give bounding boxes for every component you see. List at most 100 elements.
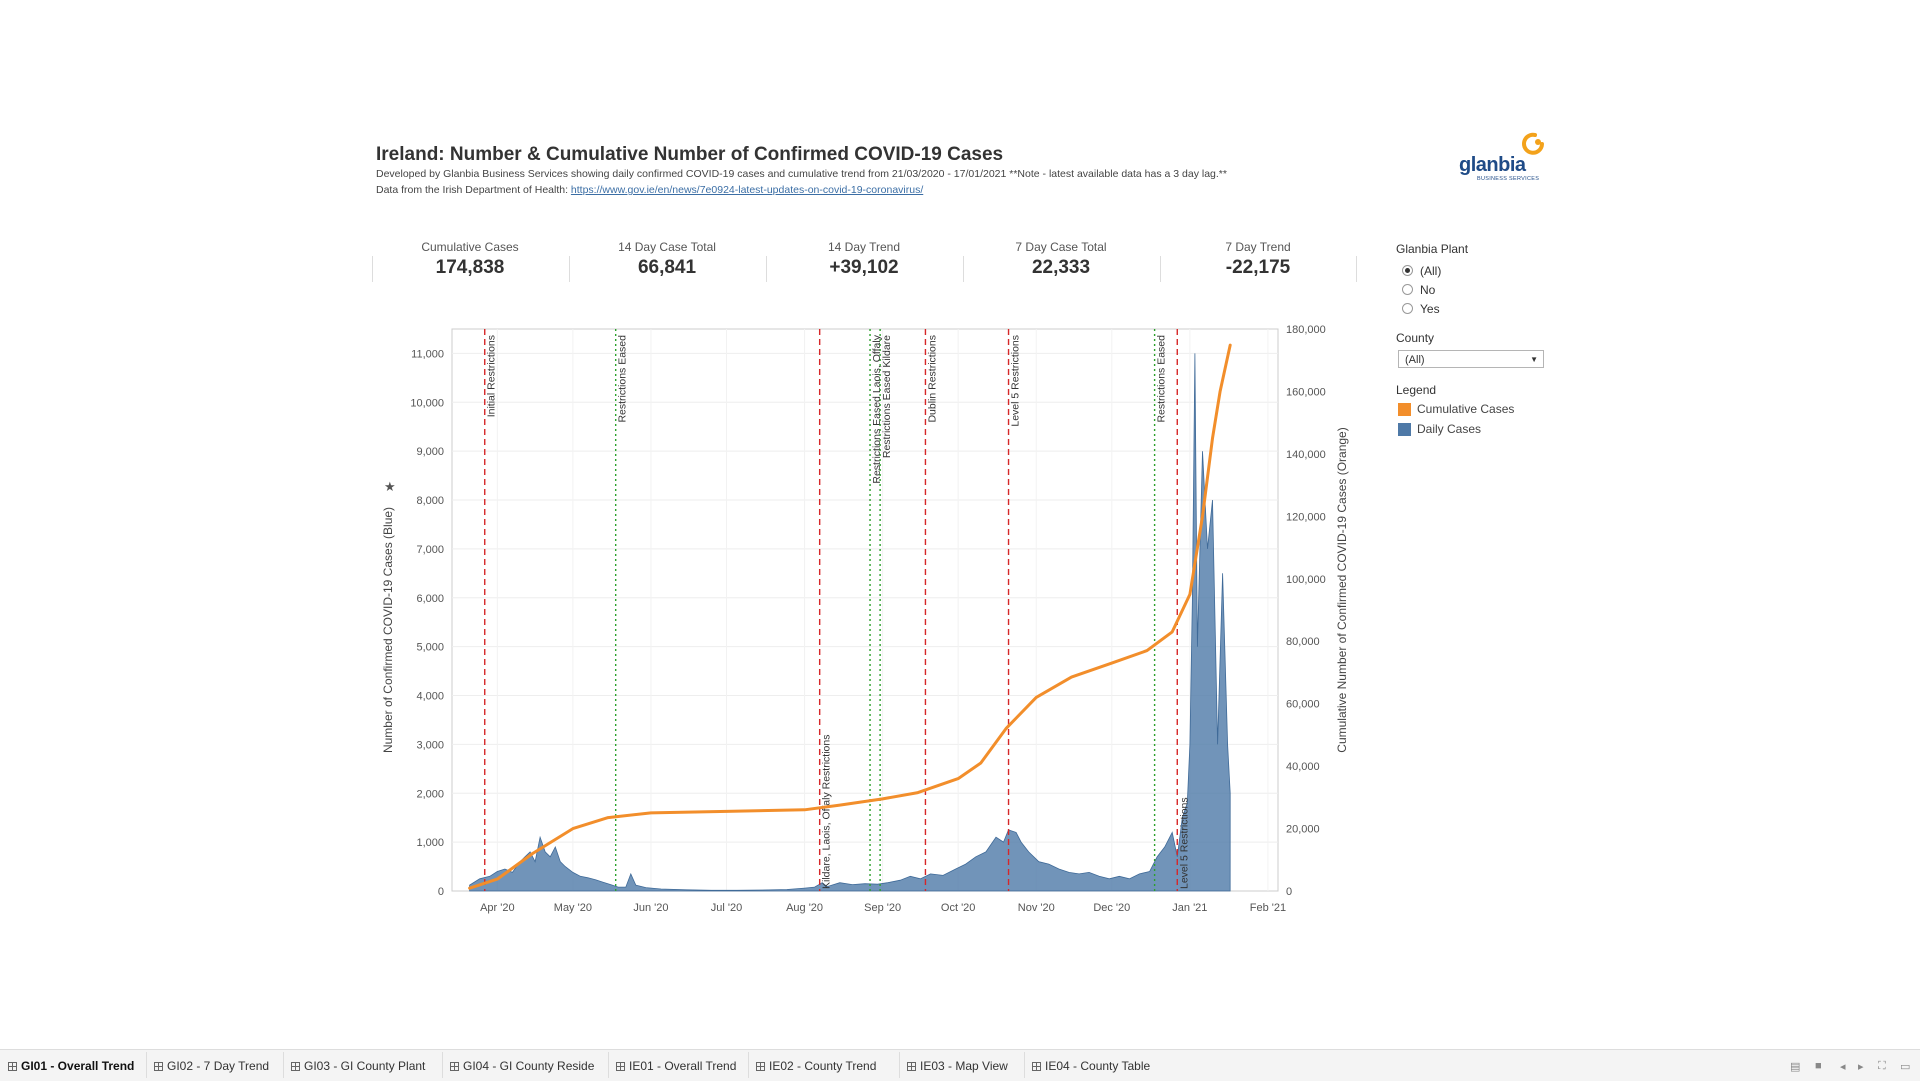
event-label: Level 5 Restrictions (1178, 797, 1190, 889)
kpi-divider (569, 256, 570, 282)
tab-separator (442, 1052, 443, 1078)
sheet-tab[interactable]: IE04 - County Table (1032, 1055, 1150, 1077)
glanbia-logo: glanbia BUSINESS SERVICES (1455, 132, 1545, 188)
kpi-card: Cumulative Cases 174,838 (372, 240, 568, 279)
sheet-tab[interactable]: GI02 - 7 Day Trend (154, 1055, 269, 1077)
kpi-divider (372, 256, 373, 282)
sheet-grid-icon (291, 1062, 300, 1071)
radio-label: Yes (1420, 301, 1440, 316)
kpi-label: 7 Day Trend (1225, 240, 1291, 254)
source-prefix: Data from the Irish Department of Health… (376, 184, 571, 196)
sheet-grid-icon (8, 1062, 17, 1071)
county-label: County (1396, 331, 1435, 345)
radio-plant-no[interactable]: No (1402, 280, 1441, 299)
logo-subtext: BUSINESS SERVICES (1477, 176, 1540, 182)
radio-dot-icon (1402, 265, 1413, 276)
y-left-tick-label: 1,000 (416, 837, 444, 849)
prev-icon[interactable]: ◂ (1840, 1061, 1846, 1073)
sheet-tab-label: GI02 - 7 Day Trend (167, 1059, 270, 1073)
legend-text: Cumulative Cases (1417, 402, 1515, 416)
y-right-tick-label: 100,000 (1286, 574, 1326, 586)
sheet-tab[interactable]: GI01 - Overall Trend (8, 1055, 134, 1077)
y-right-tick-label: 140,000 (1286, 449, 1326, 461)
x-tick-label: Oct '20 (941, 902, 976, 914)
event-label: Dublin Restrictions (926, 335, 938, 423)
radio-label: (All) (1420, 263, 1442, 278)
y-right-tick-label: 120,000 (1286, 511, 1326, 523)
sheet-tab-label: GI04 - GI County Reside (463, 1059, 595, 1073)
y-right-tick-label: 80,000 (1286, 636, 1320, 648)
next-icon[interactable]: ▸ (1858, 1061, 1864, 1073)
source-link[interactable]: https://www.gov.ie/en/news/7e0924-latest… (570, 184, 924, 196)
y-left-tick-label: 5,000 (416, 642, 444, 654)
event-label: Restrictions Eased Kildare (881, 335, 893, 458)
sheet-tab-label: IE02 - County Trend (769, 1059, 877, 1073)
x-tick-label: Sep '20 (864, 902, 901, 914)
subtitle-description: Developed by Glanbia Business Services s… (376, 168, 1227, 180)
y-left-tick-label: 4,000 (416, 691, 444, 703)
y-right-tick-label: 0 (1286, 886, 1292, 898)
x-tick-label: Apr '20 (480, 902, 515, 914)
tab-separator (1024, 1052, 1025, 1078)
sheet-tab[interactable]: IE03 - Map View (907, 1055, 1008, 1077)
sheet-tab-label: GI03 - GI County Plant (304, 1059, 426, 1073)
chevron-down-icon: ▼ (1530, 355, 1538, 364)
y-left-tick-label: 11,000 (411, 348, 444, 360)
fullscreen-icon[interactable]: ⛶ (1878, 1060, 1886, 1072)
y-right-tick-label: 160,000 (1286, 386, 1326, 398)
kpi-card: 7 Day Trend -22,175 (1160, 240, 1356, 279)
sheet-tab-label: IE04 - County Table (1045, 1059, 1151, 1073)
tab-separator (899, 1052, 900, 1078)
kpi-value: 66,841 (637, 257, 697, 278)
county-value: (All) (1405, 354, 1425, 366)
y-right-axis-title: Cumulative Number of Confirmed COVID-19 … (1335, 427, 1349, 752)
sheet-tab[interactable]: IE01 - Overall Trend (616, 1055, 736, 1077)
tab-separator (608, 1052, 609, 1078)
y-left-tick-label: 0 (438, 886, 444, 898)
y-right-tick-label: 40,000 (1286, 761, 1320, 773)
cumulative-cases-line (468, 343, 1232, 890)
kpi-card: 14 Day Trend +39,102 (766, 240, 962, 279)
logo-mark-icon (1522, 132, 1544, 155)
event-label: Kildare, Laois, Offaly Restrictions (821, 735, 833, 889)
x-tick-label: Jun '20 (633, 902, 668, 914)
sheet-grid-icon (450, 1062, 459, 1071)
legend-item-daily[interactable]: Daily Cases (1398, 419, 1514, 439)
sheet-tab-bar (0, 1049, 1920, 1081)
county-dropdown[interactable]: (All) ▼ (1398, 350, 1544, 368)
event-label: Restrictions Eased (617, 335, 629, 423)
radio-label: No (1420, 282, 1436, 297)
radio-plant-all[interactable]: (All) (1402, 261, 1441, 280)
event-label: Restrictions Eased (1156, 335, 1168, 423)
y-left-tick-label: 8,000 (416, 495, 444, 507)
sheet-tab-label: IE01 - Overall Trend (629, 1059, 737, 1073)
radio-plant-yes[interactable]: Yes (1402, 299, 1441, 318)
y-left-tick-label: 6,000 (416, 593, 444, 605)
kpi-value: 174,838 (435, 257, 505, 278)
daily-cases-area (469, 353, 1231, 892)
kpi-value: 22,333 (1031, 257, 1091, 278)
kpi-label: 14 Day Trend (827, 240, 901, 254)
tab-separator (146, 1052, 147, 1078)
radio-dot-icon (1402, 284, 1413, 295)
kpi-divider (963, 256, 964, 282)
subtitle-source: Data from the Irish Department of Health… (376, 184, 923, 196)
grid-view-icon[interactable]: ▤ (1790, 1061, 1801, 1073)
kpi-card: 7 Day Case Total 22,333 (963, 240, 1159, 279)
sheet-grid-icon (154, 1062, 163, 1071)
present-icon[interactable]: ▭ (1900, 1061, 1911, 1073)
sheet-tab[interactable]: GI03 - GI County Plant (291, 1055, 425, 1077)
sheet-tab[interactable]: IE02 - County Trend (756, 1055, 876, 1077)
page-title: Ireland: Number & Cumulative Number of C… (376, 144, 1004, 165)
legend-item-cumulative[interactable]: Cumulative Cases (1398, 399, 1514, 419)
legend: Cumulative Cases Daily Cases (1398, 399, 1514, 439)
tab-separator (283, 1052, 284, 1078)
x-tick-label: Nov '20 (1018, 902, 1055, 914)
kpi-label: Cumulative Cases (421, 240, 519, 254)
x-tick-label: Feb '21 (1250, 902, 1286, 914)
sheet-grid-icon (756, 1062, 765, 1071)
legend-swatch (1398, 402, 1411, 416)
stop-icon[interactable]: ■ (1815, 1060, 1822, 1072)
sheet-tab[interactable]: GI04 - GI County Reside (450, 1055, 594, 1077)
x-tick-label: Dec '20 (1093, 902, 1130, 914)
